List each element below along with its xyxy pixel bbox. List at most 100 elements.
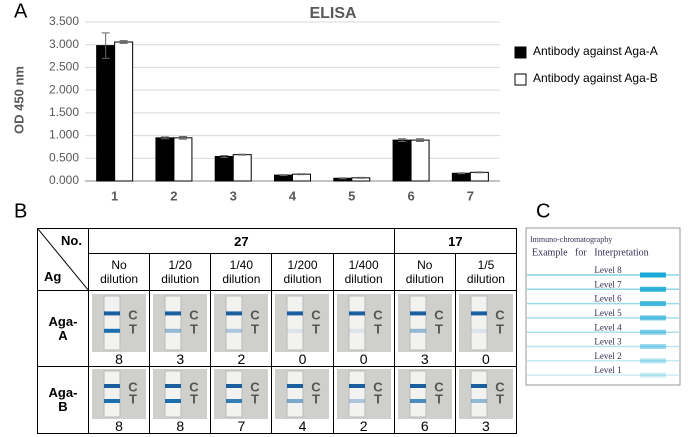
dilution-cell: 1/200 dilution [271,253,334,291]
level-label: Level 1 [594,365,621,375]
test-band [165,328,182,333]
score: 4 [298,418,307,434]
error-bar [101,32,110,59]
test-band [104,328,121,333]
level-band [640,344,666,349]
level-label: Level 8 [594,265,622,275]
test-band [470,328,487,333]
y-tick-label: 0.500 [49,150,79,164]
strip-mark: T [313,321,321,336]
bar [114,41,134,182]
test-band [226,399,243,403]
test-band [470,399,487,403]
control-band [470,384,487,388]
strip-mark: T [313,391,321,406]
level-label: Level 6 [594,294,622,304]
dilution-label: No dilution [100,258,139,286]
y-tick-label: 0.000 [49,173,79,187]
dilution-cell: 1/20 dilution [149,253,212,291]
score: 3 [420,350,429,367]
score: 3 [176,350,185,367]
strip [470,295,488,350]
dilution-cell: 1/5 dilution [454,253,518,291]
error-bar [279,174,288,177]
strip [164,370,182,418]
error-bar [475,171,484,174]
strip-photo: CT [275,293,330,352]
legend-label: Antibody against Aga-A [533,44,658,58]
panel-letter: B [14,200,27,222]
control-band [287,384,304,388]
strip-mark: C [312,307,322,322]
y-tick-label: 2.500 [49,60,79,74]
strip-mark: C [373,307,383,322]
strip-mark: C [251,307,261,322]
level-band [640,286,666,292]
strip [348,295,366,350]
strip-mark: T [435,391,443,406]
level-band [640,301,666,307]
strip-mark: C [434,307,444,322]
strip-mark: T [496,391,504,406]
test-band [287,328,304,333]
group-header: 27 [88,228,395,254]
strip-mark: C [190,307,200,322]
x-tick-label: 6 [407,188,414,203]
strip-photo: CT [153,369,208,419]
control-band [104,384,121,388]
error-bar [238,153,247,156]
strip-row: Aga-A C T 8 C T 3 C T 2 C T 0 C T 0 C T 3 C T 0 [37,290,518,367]
strip [225,370,243,418]
error-bar [338,177,347,180]
y-tick-label: 1.500 [49,105,79,119]
strip-mark: C [128,379,138,394]
control-band [226,384,243,388]
strip-mark: T [129,391,137,406]
strip-mark: C [495,379,505,394]
control-band [409,384,426,388]
scale-subtitle: Example for Interpretation [532,247,649,258]
strip-mark: C [495,307,505,322]
row-header: Aga-A [37,290,89,367]
bar [292,173,311,182]
strip-photo: CT [336,369,391,419]
error-bar [178,135,187,140]
test-band [226,328,243,333]
dilution-cell: No dilution [393,253,456,291]
x-tick-label: 3 [230,188,237,203]
corner-bottom: Ag [44,269,62,284]
dilution-label: 1/200 dilution [283,258,322,286]
strip-photo: CT [214,293,269,352]
score: 0 [359,350,368,367]
control-band [165,384,182,388]
dilution-label: No dilution [405,258,444,286]
strip [286,295,304,350]
corner-cell: No. Ag [37,228,89,291]
strip-mark: T [374,391,382,406]
dilution-label: 1/40 dilution [222,258,261,286]
strip-photo: CT [397,369,452,419]
strip [470,370,488,418]
bar [96,45,116,182]
control-band [165,310,182,315]
bar [451,172,471,182]
chart-title: ELISA [309,5,357,22]
legend-swatch [514,46,527,59]
level-band [640,329,666,335]
dilution-cell: No dilution [87,253,151,291]
score: 3 [482,418,490,434]
level-label: Level 4 [594,322,622,332]
panel-letter: C [536,200,550,222]
score: 8 [115,418,123,434]
strip [225,295,243,350]
strip-mark: T [251,391,259,406]
strip-photo: CT [336,293,391,352]
control-band [470,310,487,315]
strip-photo: CT [153,293,208,352]
